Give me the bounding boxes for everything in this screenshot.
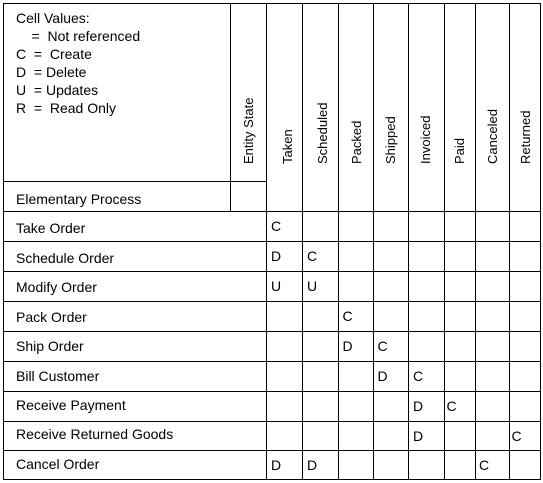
row-sep [3, 301, 541, 302]
process-label: Receive Payment [16, 397, 126, 413]
matrix-cell: D [270, 248, 282, 264]
col-sep [373, 3, 374, 480]
matrix-cell: D [306, 456, 318, 473]
matrix-cell: U [306, 278, 318, 294]
matrix-cell: U [270, 278, 282, 294]
column-header-shipped: Shipped [383, 116, 398, 164]
row-sep [3, 241, 541, 242]
matrix-cell: C [478, 456, 490, 473]
matrix-cell: D [270, 456, 282, 473]
row-header-label: Elementary Process [16, 191, 142, 207]
matrix-cell: D [412, 427, 424, 444]
legend-line: C = Create [16, 46, 92, 62]
column-header-canceled: Canceled [485, 109, 500, 164]
border-top [3, 3, 541, 4]
matrix-cell: C [342, 308, 353, 324]
col-sep [444, 3, 445, 480]
matrix-cell: C [377, 338, 388, 354]
matrix-cell: D [412, 398, 424, 414]
matrix-cell: C [306, 248, 318, 264]
col-sep [302, 3, 303, 480]
row-sep [3, 331, 541, 332]
header-bottom [3, 211, 541, 212]
process-label: Receive Returned Goods [16, 426, 174, 442]
column-header-invoiced: Invoiced [418, 115, 433, 164]
row-sep [3, 271, 541, 272]
matrix-cell: C [412, 368, 424, 384]
process-label: Pack Order [16, 309, 87, 325]
row-sep [3, 421, 541, 422]
column-header-returned: Returned [518, 110, 533, 164]
legend-title: Cell Values: [16, 10, 90, 26]
legend-line: U = Updates [16, 82, 99, 98]
entity-state-label: Entity State [241, 97, 256, 164]
border-bottom [3, 479, 541, 480]
column-header-packed: Packed [349, 120, 364, 164]
legend-divider [3, 181, 267, 182]
matrix-cell: D [377, 368, 388, 384]
process-label: Schedule Order [16, 250, 115, 266]
row-sep [3, 450, 541, 451]
column-header-scheduled: Scheduled [315, 102, 330, 164]
process-label: Cancel Order [16, 456, 100, 472]
row-sep [3, 391, 541, 392]
process-label: Bill Customer [16, 368, 100, 384]
col-sep [475, 3, 476, 480]
entity-state-divider [230, 3, 231, 211]
matrix-cell: D [342, 338, 353, 354]
col-sep [338, 3, 339, 480]
col-sep [266, 3, 267, 480]
matrix-cell: C [270, 218, 282, 234]
process-label: Take Order [16, 220, 86, 236]
matrix-cell: C [446, 398, 457, 414]
process-label: Modify Order [16, 279, 97, 295]
col-sep [509, 3, 510, 480]
legend-line: D = Delete [16, 64, 87, 80]
process-label: Ship Order [16, 338, 84, 354]
legend-line: R = Read Only [16, 100, 116, 116]
matrix-cell: C [511, 427, 522, 444]
legend-line: = Not referenced [16, 28, 141, 44]
column-header-taken: Taken [280, 129, 295, 164]
col-sep [408, 3, 409, 480]
row-sep [3, 361, 541, 362]
column-header-paid: Paid [452, 137, 467, 164]
